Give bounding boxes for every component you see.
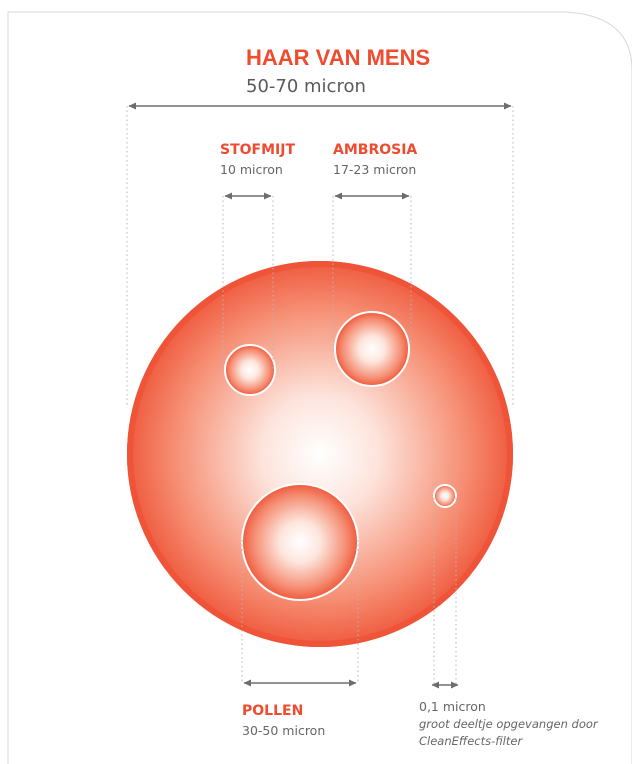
pollen-circle <box>241 483 359 601</box>
human-hair-size: 50-70 micron <box>246 76 366 97</box>
dust-mite-size: 10 micron <box>220 162 283 177</box>
ragweed-label: AMBROSIA <box>333 142 418 158</box>
filter-note-line1: groot deeltje opgevangen door <box>419 717 598 731</box>
ragweed-circle <box>334 311 410 387</box>
ragweed-size: 17-23 micron <box>333 162 417 177</box>
pollen-label: POLLEN <box>242 703 304 719</box>
human-hair-circle-rim <box>127 261 513 647</box>
filter-particle-size: 0,1 micron <box>419 699 486 714</box>
dust-mite-circle <box>224 344 276 396</box>
pollen-size: 30-50 micron <box>242 723 326 738</box>
dust-mite-label: STOFMIJT <box>220 142 295 158</box>
filter-particle-circle <box>433 484 457 508</box>
human-hair-circle <box>127 261 513 647</box>
filter-note-line2: CleanEffects-filter <box>419 734 523 748</box>
human-hair-label: HAAR VAN MENS <box>246 45 431 70</box>
